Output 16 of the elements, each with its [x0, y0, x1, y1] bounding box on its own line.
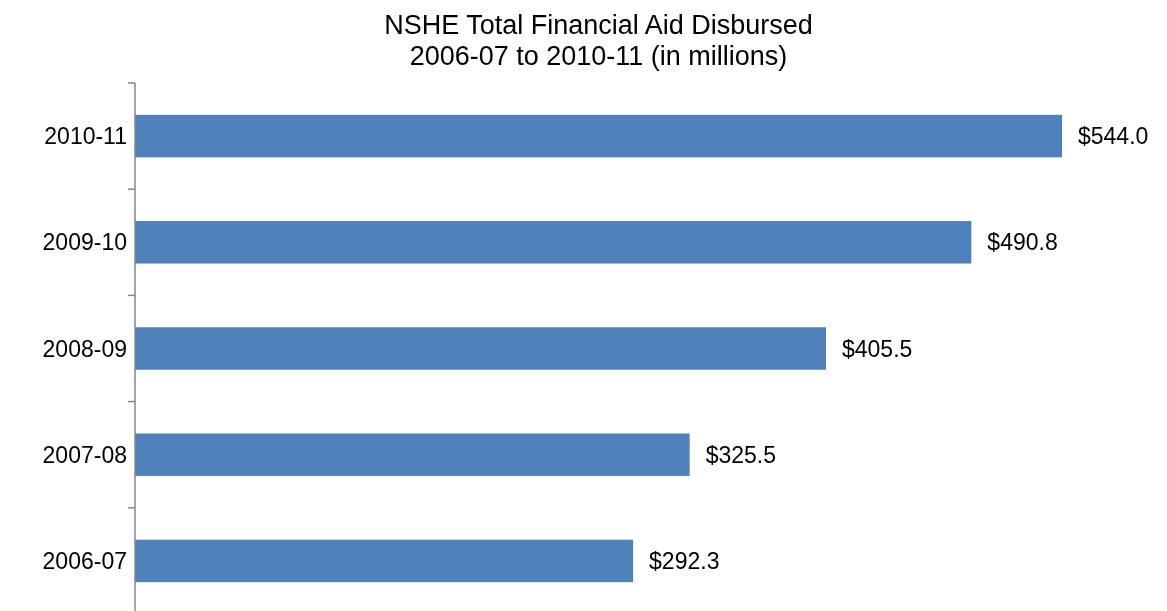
bar — [135, 539, 634, 583]
bar — [135, 327, 826, 370]
data-label: $544.0 — [1078, 123, 1149, 150]
y-tick-label: 2008-09 — [42, 335, 127, 362]
data-label: $292.3 — [649, 547, 720, 574]
y-tick-label: 2006-07 — [42, 547, 127, 574]
data-label: $405.5 — [841, 335, 913, 362]
y-tick-label: 2009-10 — [42, 229, 127, 256]
bar — [135, 221, 972, 264]
bar — [135, 433, 690, 476]
chart-title: NSHE Total Financial Aid Disbursed 2006-07 to 2010-11 (in millions) — [384, 10, 813, 71]
data-label: $490.8 — [987, 229, 1058, 256]
data-label: $325.5 — [705, 441, 777, 468]
y-tick-label: 2010-11 — [44, 123, 127, 150]
y-tick-label: 2007-08 — [42, 441, 127, 468]
bar — [135, 114, 1062, 158]
